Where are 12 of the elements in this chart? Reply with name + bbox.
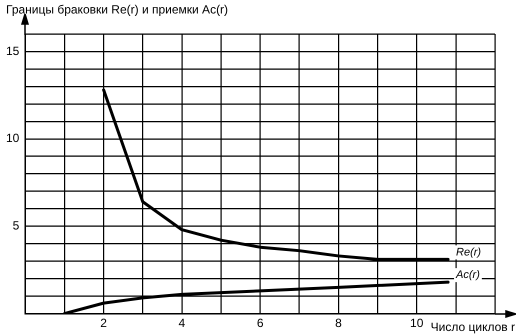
y-tick-label: 10: [6, 131, 20, 146]
series-label: Re(r): [456, 246, 482, 258]
y-axis-title: Границы браковки Re(r) и приемки Ac(r): [6, 2, 228, 16]
x-tick-label: 10: [410, 316, 424, 330]
x-tick-label: 2: [100, 316, 108, 330]
y-tick-label: 15: [6, 44, 20, 58]
x-axis-title: Число циклов r: [430, 320, 515, 334]
x-tick-label: 4: [178, 316, 186, 330]
series-label: Ac(r): [455, 269, 480, 282]
y-tick-label: 5: [12, 218, 20, 233]
x-tick-label: 8: [335, 316, 342, 330]
x-tick-label: 6: [256, 316, 264, 330]
